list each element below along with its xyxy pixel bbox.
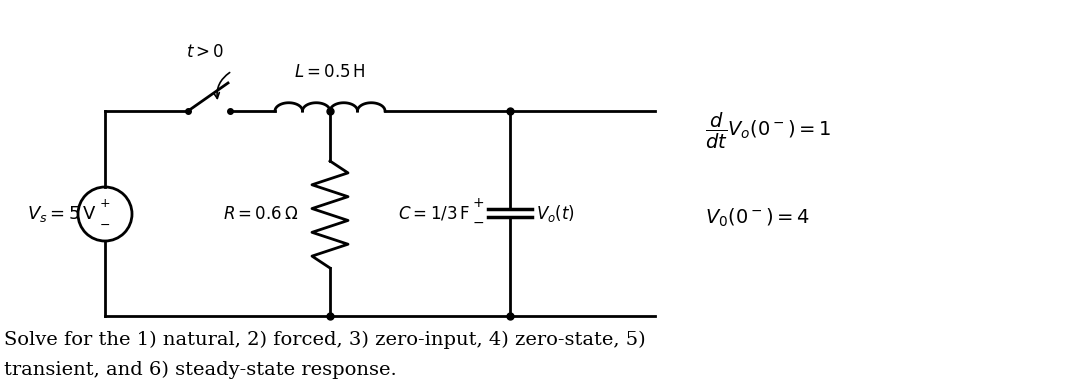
Text: $C = 1/3\,\mathrm{F}$: $C = 1/3\,\mathrm{F}$	[398, 205, 470, 222]
Text: $t > 0$: $t > 0$	[186, 44, 225, 61]
Text: $-$: $-$	[472, 215, 484, 229]
Text: transient, and 6) steady-state response.: transient, and 6) steady-state response.	[4, 361, 397, 379]
Text: $\dfrac{d}{dt}V_o(0^-) = 1$: $\dfrac{d}{dt}V_o(0^-) = 1$	[705, 111, 831, 151]
Text: $-$: $-$	[99, 217, 111, 230]
Text: $V_0(0^-) = 4$: $V_0(0^-) = 4$	[705, 207, 809, 229]
Text: $R = 0.6\,\Omega$: $R = 0.6\,\Omega$	[223, 206, 298, 223]
Text: Solve for the 1) natural, 2) forced, 3) zero-input, 4) zero-state, 5): Solve for the 1) natural, 2) forced, 3) …	[4, 331, 646, 349]
Text: $+$: $+$	[99, 198, 111, 210]
Text: $V_s = 5\,\mathrm{V}$: $V_s = 5\,\mathrm{V}$	[27, 204, 97, 224]
Text: $V_o(t)$: $V_o(t)$	[536, 203, 575, 224]
Text: $+$: $+$	[472, 196, 484, 210]
Text: $L = 0.5\,\mathrm{H}$: $L = 0.5\,\mathrm{H}$	[295, 64, 366, 81]
